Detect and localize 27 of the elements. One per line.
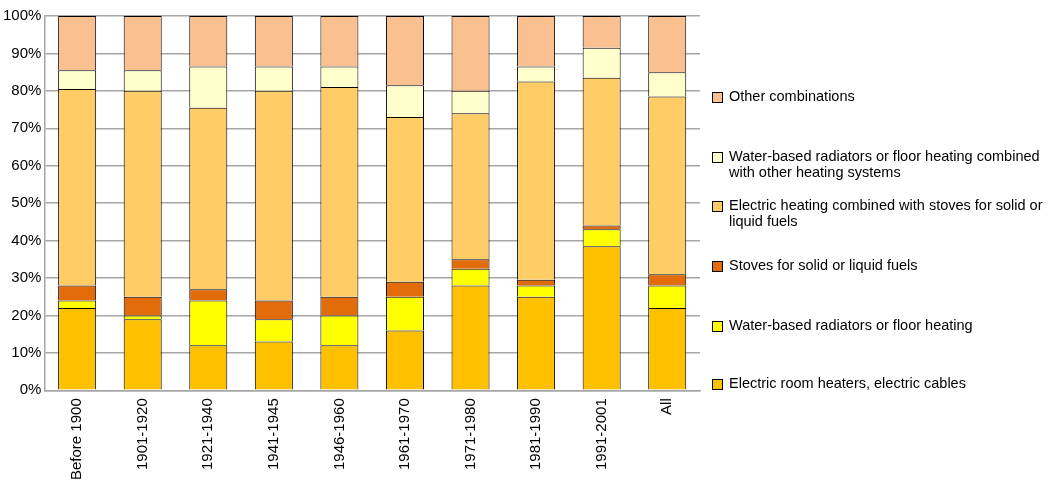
y-tick-label: 90% <box>11 43 42 61</box>
x-tick-label: 1901-1920 <box>132 398 150 470</box>
x-tick-label: 1981-1990 <box>526 398 544 470</box>
x-tick-label: All <box>657 398 675 415</box>
x-tick-label: 1991-2001 <box>591 398 609 470</box>
legend-label: Electric heating combined with stoves for solid or liquid fuels <box>729 197 1044 229</box>
x-tick-label: 1971-1980 <box>460 398 478 470</box>
x-tick-label: 1961-1970 <box>395 398 413 470</box>
y-tick-label: 10% <box>11 342 42 360</box>
y-tick-label: 70% <box>11 118 42 136</box>
y-tick-label: 40% <box>11 230 42 248</box>
legend-label: Water-based radiators or floor heating combined with other heating systems <box>729 148 1041 180</box>
y-tick-label: 80% <box>11 80 42 98</box>
x-tick-label: 1946-1960 <box>329 398 347 470</box>
y-tick-label: 60% <box>11 155 42 173</box>
legend-label: Stoves for solid or liquid fuels <box>729 257 919 273</box>
legend-label: Water-based radiators or floor heating <box>729 317 974 333</box>
y-tick-label: 30% <box>11 268 42 286</box>
x-tick-label: Before 1900 <box>67 398 85 480</box>
y-tick-label: 20% <box>11 305 42 323</box>
y-tick-label: 50% <box>11 193 42 211</box>
x-tick-label: 1941-1945 <box>263 398 281 470</box>
legend-label: Electric room heaters, electric cables <box>729 375 967 391</box>
y-tick-label: 100% <box>2 6 42 24</box>
x-tick-label: 1921-1940 <box>198 398 216 470</box>
y-tick-label: 0% <box>19 380 42 398</box>
legend-label: Other combinations <box>729 88 856 104</box>
